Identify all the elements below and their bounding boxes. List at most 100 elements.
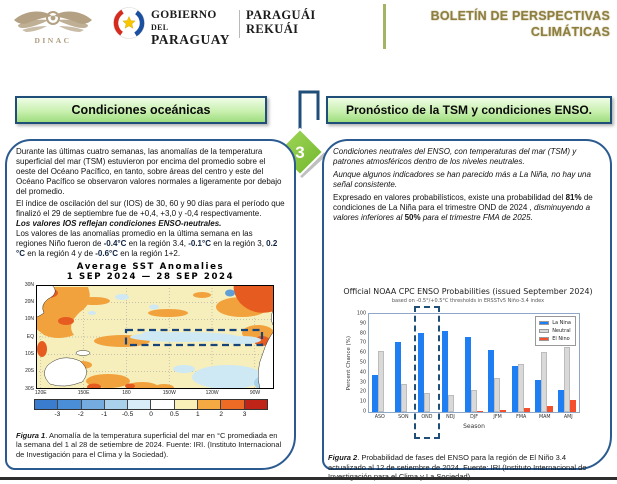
bar-group-ndj — [439, 314, 462, 412]
legend-item-la-nina: La Nina — [539, 319, 571, 327]
gov-alt-word2: REKUÁI — [246, 21, 299, 36]
bulletin-title: BOLETÍN DE PERSPECTIVAS CLIMÁTICAS — [392, 9, 610, 40]
bar-group-aso — [369, 314, 392, 412]
p4-text: Los valores de las anomalías promedio en… — [16, 229, 253, 248]
bar-group-fma — [509, 314, 532, 412]
enso-highlight-box — [413, 306, 440, 439]
colorbar-tick-label: -1 — [101, 410, 108, 418]
bulletin-title-line1: BOLETÍN DE PERSPECTIVAS — [430, 9, 610, 23]
bar-la-nina-son — [394, 342, 401, 412]
logo-blue-arc — [113, 7, 145, 39]
legend-label: La Nina — [552, 320, 571, 326]
enso-xtick-label: DJF — [470, 415, 478, 420]
colorbar-ticks: -3 -2 -1 -0.5 0 0.5 1 2 3 — [34, 410, 268, 419]
colorbar-tick-label: -2 — [77, 410, 84, 418]
section-title-oceanic-label: Condiciones oceánicas — [71, 103, 211, 117]
colorbar-tick-label: 2 — [219, 410, 223, 418]
map-lat-label: 30N — [24, 281, 34, 288]
colorbar-segment-2 — [81, 399, 105, 409]
forecast-paragraph-1: Condiciones neutrales del ENSO, con temp… — [333, 147, 577, 166]
bar-la-nina-mam — [534, 379, 541, 412]
enso-xtick-label: FMA — [516, 415, 527, 420]
bar-neutral-aso — [377, 351, 384, 412]
enso-xtick-label: NDJ — [446, 415, 455, 420]
enso-ytick-label: 20 — [359, 389, 366, 395]
header-divider-bar — [383, 4, 386, 49]
gov-title-guarani: PARAGUÁI REKUÁI — [246, 8, 326, 37]
bar-group-ond — [416, 314, 439, 412]
oceanic-paragraph-2: El índice de oscilación del sur (IOS) de… — [16, 199, 285, 218]
forecast-panel-body: Condiciones neutrales del ENSO, con temp… — [333, 147, 601, 462]
map-lon-label: 120E — [34, 389, 47, 396]
colorbar-segment-8 — [221, 399, 245, 409]
bar-el-nino-djf — [476, 411, 483, 412]
enso-xtick-label: AMJ — [563, 415, 573, 420]
colorbar-segment-5 — [151, 399, 175, 409]
oceanic-conditions-panel: Durante las últimas cuatro semanas, las … — [5, 139, 296, 470]
enso-ytick-label: 10 — [359, 399, 366, 405]
enso-ytick-label: 100 — [356, 311, 366, 317]
bar-group-djf — [462, 314, 485, 412]
colorbar-tick-label: 1 — [195, 410, 200, 418]
legend-label: El Nino — [552, 336, 570, 342]
p4-text: en la región 1+2. — [118, 249, 181, 258]
forecast-paragraph-3: Expresado en valores probabilísticos, ex… — [333, 193, 601, 223]
legend-label: Neutral — [552, 328, 571, 334]
p4-text: en la región 4 y de — [24, 249, 96, 258]
colorbar-tick-label: -3 — [54, 410, 61, 418]
logo-red-arc — [113, 7, 145, 39]
bar-neutral-fma — [517, 363, 524, 412]
enso-ytick-label: 0 — [362, 409, 366, 415]
bar-neutral-mam — [540, 352, 547, 412]
map-frame — [36, 284, 274, 389]
enso-xtick-label: JFM — [493, 415, 502, 420]
legend-swatch-icon — [539, 337, 550, 341]
nino3-value: -0.1°C — [188, 239, 211, 248]
bar-el-nino-mam — [546, 406, 553, 412]
colorbar-segment-0 — [35, 399, 59, 409]
map-title-line1: Average SST Anomalies — [76, 262, 225, 272]
gov-title: GOBIERNO DEL PARAGUAY — [151, 9, 237, 47]
bar-la-nina-djf — [464, 336, 471, 412]
bar-el-nino-fma — [523, 408, 530, 412]
legend-swatch-icon — [539, 329, 550, 333]
p4-text: en la región 3.4, — [126, 239, 189, 248]
bar-group-amj — [556, 314, 579, 412]
enso-ytick-label: 30 — [359, 380, 366, 386]
map-lon-label: 120W — [205, 389, 219, 396]
figure1-caption: Figura 1. Anomalía de la temperatura sup… — [16, 431, 285, 460]
map-lat-label: 20N — [24, 298, 34, 305]
section-title-forecast: Pronóstico de la TSM y condiciones ENSO. — [326, 96, 612, 124]
colorbar-tick-label: 0 — [149, 410, 153, 418]
sst-anomaly-map: 30N 20N 10N EQ 10S 20S 30S 120E 150E 180 150W 120W… — [25, 282, 274, 396]
map-lon-label: 150E — [77, 389, 90, 396]
gov-word2: PARAGUAY — [151, 32, 231, 48]
paraguay-gov-logo — [113, 7, 145, 39]
bar-la-nina-jfm — [488, 350, 495, 412]
figure2-label: Figura 2 — [328, 453, 358, 462]
enso-ytick-label: 80 — [359, 331, 366, 337]
colorbar-tick-label: 0.5 — [169, 410, 179, 418]
sst-map-canvas — [36, 284, 274, 389]
page-bottom-divider — [0, 477, 617, 480]
enso-legend: La Nina Neutral El Nino — [535, 316, 576, 346]
legend-swatch-icon — [539, 321, 550, 325]
chart-ylabel: Percent Chance (%) — [346, 335, 352, 391]
bar-group-son — [392, 314, 415, 412]
enso-xtick-label: MAM — [538, 415, 551, 420]
connector-lines — [298, 90, 320, 130]
p3-text: Expresado en valores probabilísticos, ex… — [333, 193, 566, 202]
colorbar-tick-label: 3 — [242, 410, 247, 418]
bar-neutral-son — [400, 383, 407, 412]
enso-forecast-panel: Condiciones neutrales del ENSO, con temp… — [322, 139, 612, 481]
probability-50: 50% — [404, 213, 421, 222]
map-lat-label: 10S — [25, 350, 34, 357]
bar-la-nina-ond — [418, 332, 425, 412]
dinac-emblem-circle — [46, 11, 60, 25]
map-lon-label: 150W — [162, 389, 176, 396]
bar-la-nina-fma — [511, 365, 518, 412]
forecast-paragraph-2: Aunque algunos indicadores se han pareci… — [333, 170, 591, 189]
bar-el-nino-jfm — [500, 410, 507, 412]
bar-neutral-ndj — [447, 395, 454, 412]
map-land-regions — [36, 284, 274, 389]
